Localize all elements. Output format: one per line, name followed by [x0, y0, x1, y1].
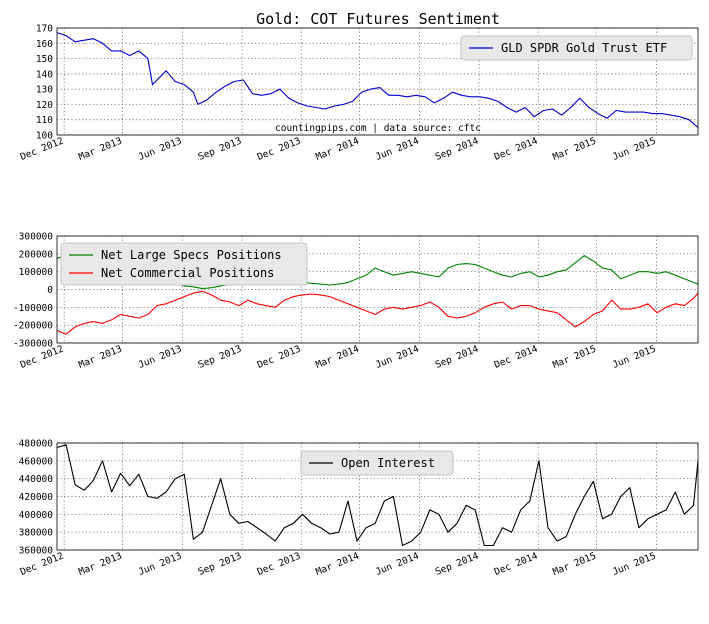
x-tick-label: Sep 2013: [197, 136, 244, 163]
y-tick-label: -200000: [13, 321, 53, 332]
plot-frame: [56, 27, 699, 136]
y-tick-label: 0: [47, 285, 53, 296]
y-tick-label: 300000: [19, 232, 54, 243]
x-tick-label: Jun 2014: [374, 135, 421, 162]
x-tick-label: Dec 2013: [256, 551, 303, 578]
x-tick-label: Jun 2014: [374, 343, 421, 370]
x-tick-label: Dec 2014: [493, 343, 540, 370]
series-line-net-commercial-positions: [56, 290, 699, 335]
x-tick-label: Dec 2014: [493, 135, 540, 162]
x-tick-label: Mar 2014: [314, 550, 361, 577]
y-tick-label: 380000: [19, 528, 54, 539]
x-tick-label: Jun 2015: [611, 551, 658, 578]
series-line-gld-spdr-gold-trust-etf: [56, 32, 699, 128]
x-tick-label: Dec 2013: [256, 344, 303, 371]
legend-box: [300, 450, 454, 476]
x-tick-label: Sep 2013: [197, 551, 244, 578]
y-tick-label: 150: [36, 54, 53, 65]
series-line-open-interest: [56, 444, 699, 547]
y-tick-label: -300000: [13, 339, 53, 350]
x-tick-label: Jun 2013: [137, 551, 184, 578]
y-tick-label: 460000: [19, 456, 54, 467]
x-tick-label: Jun 2015: [611, 344, 658, 371]
legend-box: [60, 242, 308, 286]
x-tick-label: Sep 2013: [197, 344, 244, 371]
x-tick-label: Mar 2015: [551, 136, 598, 163]
y-tick-label: 400000: [19, 510, 54, 521]
x-tick-label: Mar 2014: [314, 135, 361, 162]
y-tick-label: 170: [36, 24, 53, 35]
x-tick-label: Dec 2014: [493, 550, 540, 577]
y-tick-label: 360000: [19, 546, 54, 557]
x-tick-label: Mar 2015: [551, 344, 598, 371]
legend-entry: GLD SPDR Gold Trust ETF: [501, 41, 667, 55]
chart-panel-2: -300000 -200000 -100000 0 100000 200000 300000…: [13, 232, 699, 371]
y-tick-label: 420000: [19, 492, 54, 503]
legend: Open Interest: [300, 450, 454, 476]
y-tick-label: 100: [36, 131, 53, 142]
legend-entry: Net Commercial Positions: [101, 266, 274, 280]
y-tick-label: 120: [36, 100, 53, 111]
x-tick-label: Mar 2013: [77, 344, 124, 371]
y-tick-label: 140: [36, 69, 53, 80]
y-tick-label: 200000: [19, 249, 54, 260]
x-tick-label: Jun 2015: [611, 136, 658, 163]
x-tick-label: Jun 2014: [374, 550, 421, 577]
legend: Net Large Specs Positions Net Commercial …: [60, 242, 308, 286]
y-tick-label: 100000: [19, 267, 54, 278]
y-tick-label: 110: [36, 115, 53, 126]
y-tick-label: 440000: [19, 474, 54, 485]
x-tick-label: Sep 2014: [434, 550, 481, 577]
x-tick-label: Mar 2015: [551, 551, 598, 578]
legend: GLD SPDR Gold Trust ETF: [460, 35, 693, 61]
plot-frame: [56, 235, 699, 344]
y-tick-label: 480000: [19, 439, 54, 450]
x-tick-label: Jun 2013: [137, 344, 184, 371]
y-tick-label: 160: [36, 39, 53, 50]
plot-frame: [56, 442, 699, 551]
x-tick-label: Sep 2014: [434, 135, 481, 162]
x-tick-label: Mar 2014: [314, 343, 361, 370]
chart-title: Gold: COT Futures Sentiment: [256, 10, 500, 28]
chart-panel-3: 360000 380000 400000 420000 440000 460000 4800…: [19, 439, 699, 578]
y-tick-label: 130: [36, 85, 53, 96]
source-note: countingpips.com | data source: cftc: [275, 123, 481, 134]
y-tick-label: -100000: [13, 303, 53, 314]
legend-entry: Net Large Specs Positions: [101, 248, 282, 262]
x-tick-label: Sep 2014: [434, 343, 481, 370]
legend-entry: Open Interest: [341, 456, 435, 470]
x-tick-label: Mar 2013: [77, 551, 124, 578]
x-tick-label: Jun 2013: [137, 136, 184, 163]
x-tick-label: Dec 2013: [256, 136, 303, 163]
x-tick-label: Mar 2013: [77, 136, 124, 163]
legend-box: [460, 35, 693, 61]
